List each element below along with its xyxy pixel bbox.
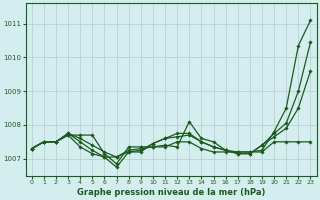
- X-axis label: Graphe pression niveau de la mer (hPa): Graphe pression niveau de la mer (hPa): [77, 188, 265, 197]
